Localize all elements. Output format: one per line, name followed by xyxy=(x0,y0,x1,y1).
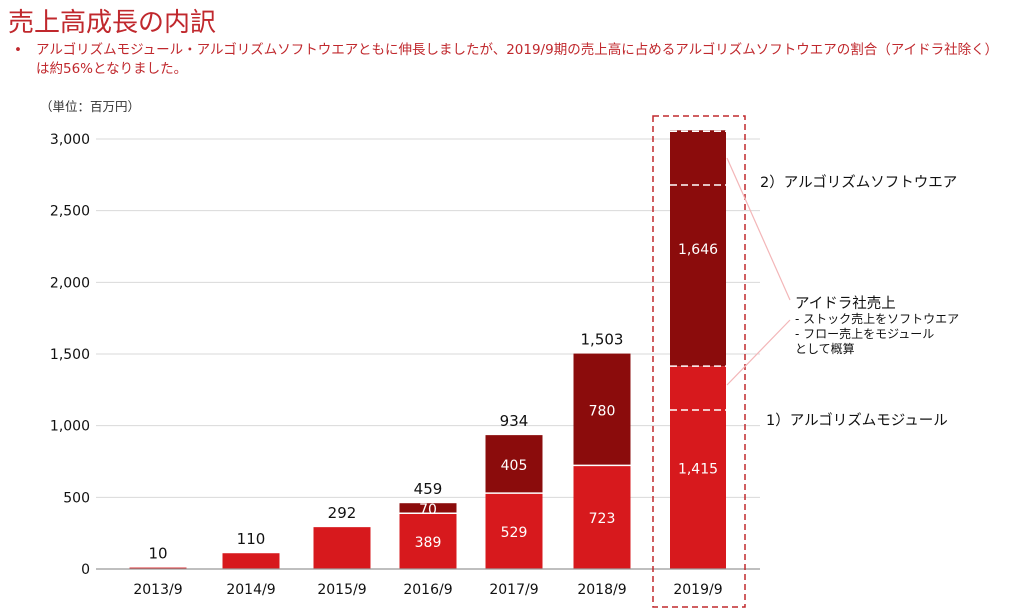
bar-segment-module xyxy=(399,513,457,569)
y-tick-label: 1,000 xyxy=(50,419,90,435)
y-tick-label: 500 xyxy=(63,490,90,506)
bar-segment-module xyxy=(573,465,631,569)
bar-segment-module xyxy=(129,567,187,569)
data-label-module: 1,415 xyxy=(678,462,718,478)
summary-text: アルゴリズムモジュール・アルゴリズムソフトウエアともに伸長しましたが、2019/… xyxy=(36,42,992,77)
data-label-software: 70 xyxy=(419,502,437,518)
module-annotation: 1）アルゴリズムモジュール xyxy=(766,413,948,429)
data-label-module: 389 xyxy=(415,535,442,551)
bar-segment-software xyxy=(485,435,543,494)
aidora-note-1: - ストック売上をソフトウエア xyxy=(795,312,960,326)
data-label-total: 10 xyxy=(148,545,167,563)
data-label-module: 529 xyxy=(501,525,528,541)
page-title: 売上高成長の内訳 xyxy=(8,8,217,38)
aidora-note-3: として概算 xyxy=(795,342,855,356)
data-label-software: 1,646 xyxy=(678,242,718,258)
y-tick-label: 2,500 xyxy=(50,204,90,220)
aidora-title: アイドラ社売上 xyxy=(795,296,896,312)
x-tick-label: 2014/9 xyxy=(226,582,275,598)
y-tick-label: 0 xyxy=(81,562,90,578)
data-label-software: 405 xyxy=(501,458,528,474)
software-annotation: 2）アルゴリズムソフトウエア xyxy=(760,175,958,191)
bar-segment-software xyxy=(670,130,726,367)
bar-segment-module xyxy=(485,493,543,569)
connector-module xyxy=(726,319,791,386)
aidora-note-2: - フロー売上をモジュール xyxy=(795,327,935,341)
data-label-total: 292 xyxy=(328,504,357,522)
data-label-software: 780 xyxy=(589,403,616,419)
data-label-total: 110 xyxy=(237,530,266,548)
x-tick-label: 2016/9 xyxy=(403,582,452,598)
x-tick-label: 2015/9 xyxy=(317,582,366,598)
y-tick-label: 2,000 xyxy=(50,275,90,291)
bar-segment-module xyxy=(670,366,726,569)
unit-label: （単位：百万円） xyxy=(40,99,141,114)
y-tick-label: 1,500 xyxy=(50,347,90,363)
bullet-marker: • xyxy=(14,42,22,58)
data-label-module: 723 xyxy=(589,511,616,527)
x-tick-label: 2017/9 xyxy=(489,582,538,598)
x-tick-label: 2019/9 xyxy=(673,582,722,598)
x-tick-label: 2018/9 xyxy=(577,582,626,598)
bar-segment-module xyxy=(313,527,371,569)
data-label-total: 934 xyxy=(500,412,529,430)
bar-segment-module xyxy=(222,553,280,569)
connector-software xyxy=(726,157,791,301)
bar-segment-software xyxy=(573,353,631,466)
y-tick-label: 3,000 xyxy=(50,132,90,148)
x-tick-label: 2013/9 xyxy=(133,582,182,598)
bar-segment-software xyxy=(399,503,457,514)
data-label-total: 1,503 xyxy=(581,331,624,349)
highlight-frame xyxy=(652,115,746,608)
data-label-total: 459 xyxy=(414,480,443,498)
